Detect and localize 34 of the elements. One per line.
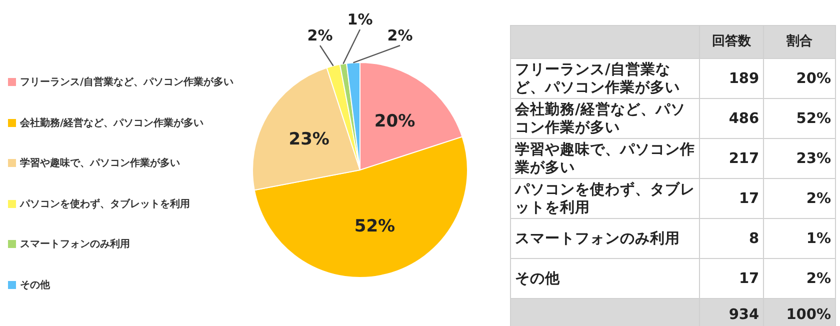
text: 17 [700, 178, 764, 218]
data-label: 2% [307, 26, 333, 44]
data-label: 23% [288, 129, 330, 150]
legend-label: 会社勤務/経営など、パソコン作業が多い [20, 116, 204, 130]
text: 934 [700, 298, 764, 326]
text: 52% [796, 110, 831, 126]
text: 23% [796, 150, 831, 166]
legend-label: パソコンを使わず、タブレットを利用 [20, 198, 190, 211]
data-label: 1% [347, 10, 373, 28]
legend-label: フリーランス/自営業など、パソコン作業が多い [20, 76, 234, 90]
text: 100% [764, 298, 836, 326]
category-label: 学習や趣味で、パソコン作業が多い [515, 142, 695, 176]
category-label: パソコンを使わず、タブレットを利用 [515, 182, 695, 216]
text: 2% [806, 270, 831, 286]
text: 486 [700, 98, 764, 138]
legend-label: 学習や趣味で、パソコン作業が多い [20, 156, 180, 170]
text: 2% [806, 190, 831, 206]
legend-label: その他 [20, 278, 50, 292]
text: 1% [806, 230, 831, 246]
data-label: 52% [354, 216, 396, 237]
text: 17 [700, 258, 764, 298]
legend-label: スマートフォンのみ利用 [20, 238, 130, 252]
slice-label: 会社勤務/経営など、パソコン作業が多い [510, 98, 700, 138]
slice-label: フリーランス/自営業など、パソコン作業が多い [510, 58, 700, 98]
category-label: その他 [515, 270, 560, 286]
text: 回答数 [700, 26, 764, 58]
text: 割合 [764, 26, 836, 58]
text: 217 [700, 138, 764, 178]
text: 8 [700, 218, 764, 258]
text: 20% [796, 70, 831, 86]
data-label: 20% [374, 112, 416, 132]
category-label: スマートフォンのみ利用 [515, 230, 680, 246]
data-label: 2% [387, 26, 413, 44]
text: 189 [700, 58, 764, 98]
